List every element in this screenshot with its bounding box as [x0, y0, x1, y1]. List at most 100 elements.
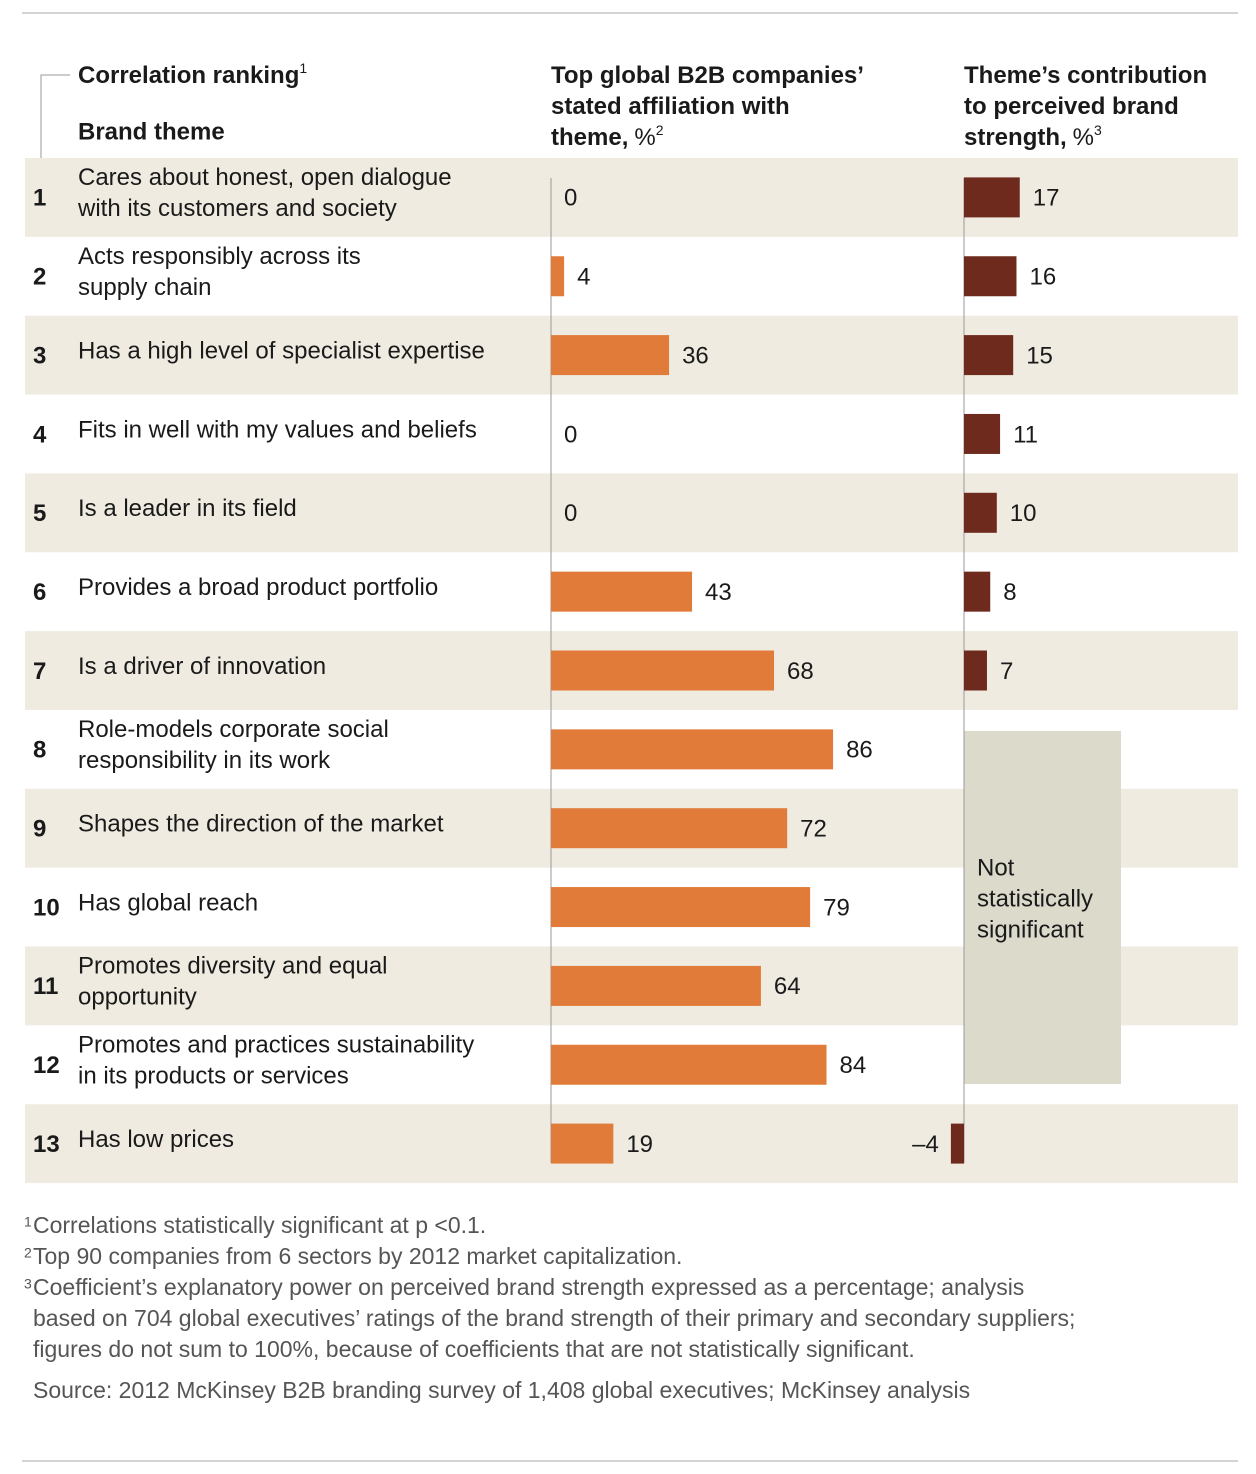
- annotation: significant: [977, 916, 1084, 943]
- category: in its products or services: [78, 1063, 349, 1090]
- rank: 8: [33, 737, 46, 764]
- ranking-note: 1: [299, 60, 307, 76]
- value-label: 79: [823, 894, 850, 921]
- theme-header: Brand theme: [78, 118, 225, 145]
- bar: [551, 571, 693, 612]
- category: Has a high level of specialist expertise: [78, 337, 485, 364]
- source: Source: 2012 McKinsey B2B branding surve…: [33, 1377, 970, 1403]
- chart-title-line: Top global B2B companies’: [551, 62, 864, 89]
- bar: [551, 887, 811, 928]
- rank: 5: [33, 500, 46, 527]
- rank: 12: [33, 1052, 60, 1079]
- category: Shapes the direction of the market: [78, 811, 444, 838]
- bar: [964, 413, 1001, 454]
- value-label: 10: [1010, 500, 1037, 527]
- bar: [964, 335, 1014, 376]
- value-label: 8: [1003, 579, 1016, 606]
- footnote-mark: 3: [24, 1276, 32, 1292]
- bar: [551, 335, 670, 376]
- rank: 2: [33, 264, 46, 291]
- value-label: 19: [626, 1131, 653, 1158]
- category: Fits in well with my values and beliefs: [78, 416, 477, 443]
- value-label: 72: [800, 816, 827, 843]
- rank: 11: [33, 973, 58, 1000]
- value-label: 7: [1000, 658, 1013, 685]
- footnote: figures do not sum to 100%, because of c…: [33, 1336, 915, 1362]
- chart-title: strength, %3: [964, 122, 1102, 152]
- value-label: 68: [787, 658, 814, 685]
- rank: 13: [33, 1131, 60, 1158]
- category: Is a driver of innovation: [78, 653, 326, 680]
- value-label: 64: [774, 973, 801, 1000]
- chart-title-line: Theme’s contribution: [964, 62, 1207, 89]
- bar: [551, 1044, 827, 1085]
- chart-title-line: stated affiliation with: [551, 93, 790, 120]
- chart-title: stated affiliation with: [551, 93, 790, 120]
- value-label: 0: [564, 500, 577, 527]
- category: supply chain: [78, 274, 211, 301]
- annotation: statistically: [977, 885, 1093, 912]
- rank: 1: [33, 185, 46, 212]
- row-band: [25, 158, 1238, 237]
- chart-title: Top global B2B companies’: [551, 62, 864, 89]
- value-label: 4: [577, 264, 590, 291]
- category: Has low prices: [78, 1126, 234, 1153]
- footnote: Coefficient’s explanatory power on perce…: [33, 1274, 1024, 1300]
- row-band: [25, 473, 1238, 553]
- chart-title: to perceived brand: [964, 93, 1179, 120]
- category: Is a leader in its field: [78, 495, 297, 522]
- bar: [551, 256, 565, 297]
- category: responsibility in its work: [78, 747, 331, 774]
- category: with its customers and society: [77, 195, 397, 222]
- row-band: [25, 1104, 1238, 1184]
- category: opportunity: [78, 984, 197, 1011]
- value-label: 11: [1013, 421, 1038, 448]
- value-label: 86: [846, 737, 873, 764]
- value-label: 17: [1033, 185, 1060, 212]
- ranking-header: Correlation ranking1: [78, 60, 307, 90]
- title-note: 2: [656, 122, 664, 138]
- value-label: –4: [912, 1131, 939, 1158]
- not-significant-box: [964, 731, 1121, 1084]
- bar: [551, 729, 834, 770]
- bar: [964, 571, 991, 612]
- bar: [551, 808, 788, 849]
- rank: 7: [33, 658, 46, 685]
- bar: [551, 650, 775, 691]
- chart-title-line: theme,: [551, 124, 628, 151]
- title-note: 3: [1094, 122, 1102, 138]
- rank: 4: [33, 421, 47, 448]
- chart-title-line: strength,: [964, 124, 1067, 151]
- bracket: [40, 74, 70, 165]
- bar: [950, 1123, 964, 1164]
- category: Cares about honest, open dialogue: [78, 164, 452, 191]
- rank: 9: [33, 816, 46, 843]
- bar: [551, 1123, 614, 1164]
- rank: 6: [33, 579, 46, 606]
- bar: [964, 177, 1020, 218]
- footnote: Top 90 companies from 6 sectors by 2012 …: [33, 1243, 682, 1269]
- category: Acts responsibly across its: [78, 243, 361, 270]
- value-label: 16: [1029, 264, 1056, 291]
- unit: %: [634, 124, 655, 151]
- value-label: 36: [682, 342, 709, 369]
- category: Promotes diversity and equal: [78, 953, 388, 980]
- value-label: 84: [840, 1052, 867, 1079]
- chart-title: Theme’s contribution: [964, 62, 1207, 89]
- unit: %: [1073, 124, 1094, 151]
- value-label: 0: [564, 421, 577, 448]
- value-label: 15: [1026, 342, 1053, 369]
- chart-title: theme, %2: [551, 122, 664, 152]
- footnote-mark: 1: [24, 1214, 32, 1230]
- footnote: based on 704 global executives’ ratings …: [33, 1305, 1075, 1331]
- chart-title-line: to perceived brand: [964, 93, 1179, 120]
- category: Provides a broad product portfolio: [78, 574, 438, 601]
- bar: [964, 256, 1017, 297]
- footnote-mark: 2: [24, 1245, 32, 1261]
- bar: [964, 650, 987, 691]
- rank: 10: [33, 894, 60, 921]
- category: Has global reach: [78, 889, 258, 916]
- footnote: Correlations statistically significant a…: [33, 1212, 486, 1238]
- ranking-title: Correlation ranking: [78, 62, 299, 89]
